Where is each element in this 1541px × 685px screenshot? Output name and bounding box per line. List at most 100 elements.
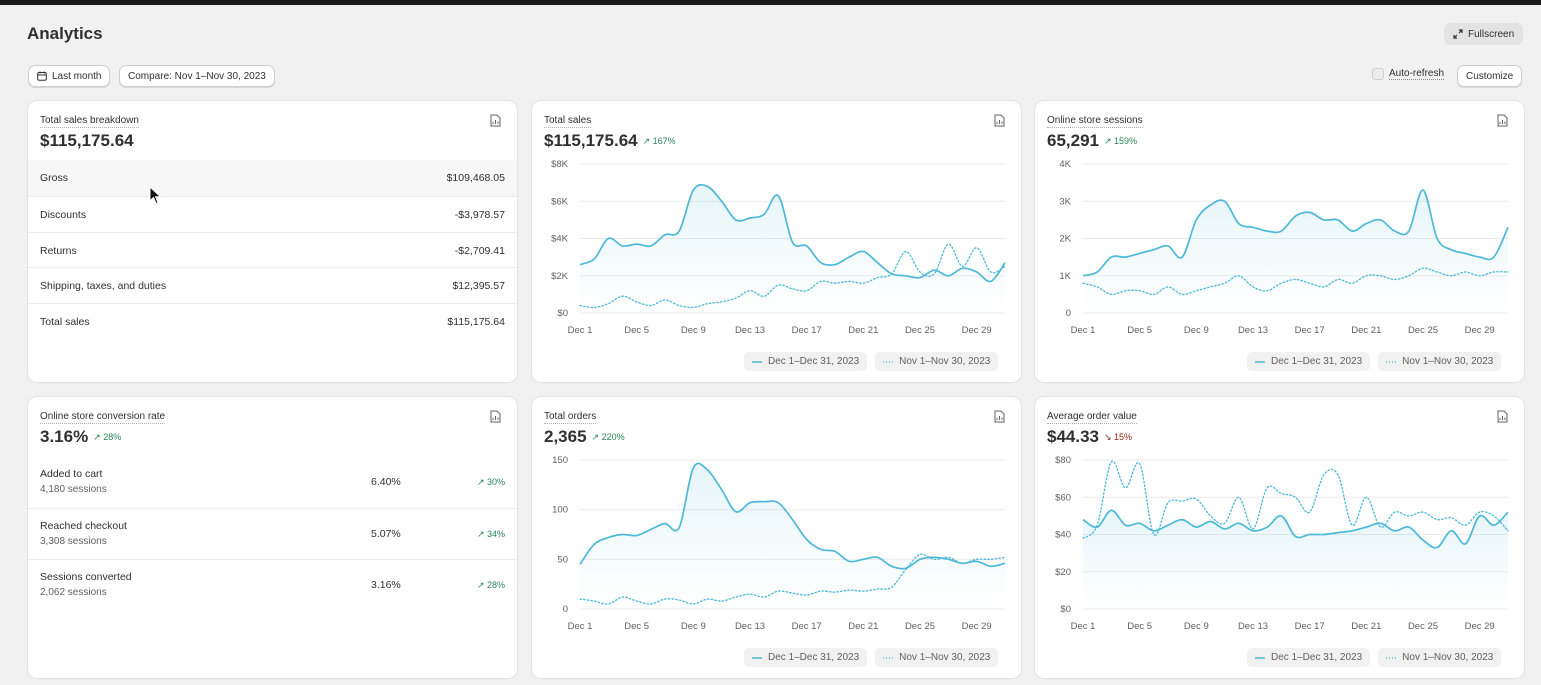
dotted-line-icon: [883, 656, 894, 659]
legend-item-previous[interactable]: Nov 1–Nov 30, 2023: [875, 648, 999, 667]
value-text: 3.16%: [40, 427, 89, 446]
auto-refresh-checkbox[interactable]: [1372, 68, 1384, 80]
x-tick-label: Dec 9: [1184, 621, 1209, 632]
legend-label: Dec 1–Dec 31, 2023: [768, 652, 860, 663]
row-value: $12,395.57: [452, 279, 505, 292]
x-tick-label: Dec 25: [905, 621, 935, 632]
x-tick-label: Dec 1: [1071, 325, 1096, 336]
series-line-current: [579, 183, 1006, 283]
x-tick-label: Dec 1: [1071, 621, 1096, 632]
legend-item-current[interactable]: Dec 1–Dec 31, 2023: [1247, 352, 1371, 371]
row-label: Gross: [40, 172, 69, 184]
total-orders-chart[interactable]: 0 50 100 150 Dec 1 Dec 5 Dec 9 Dec 13 Dec 17 Dec …: [532, 397, 1021, 642]
y-tick-label: 4K: [1059, 159, 1071, 170]
legend-item-current[interactable]: Dec 1–Dec 31, 2023: [1247, 648, 1371, 667]
dotted-line-icon: [883, 360, 894, 363]
delta-text: 220%: [601, 432, 625, 443]
legend-label: Nov 1–Nov 30, 2023: [1402, 652, 1494, 663]
fullscreen-button[interactable]: Fullscreen: [1444, 23, 1524, 45]
table-row[interactable]: Returns -$2,709.41: [28, 232, 517, 268]
export-icon[interactable]: [1497, 114, 1508, 127]
chart-legend: Dec 1–Dec 31, 2023 Nov 1–Nov 30, 2023: [1247, 648, 1502, 667]
funnel-row[interactable]: Sessions converted 2,062 sessions 3.16% …: [28, 559, 517, 610]
series-line-previous: [1082, 267, 1509, 296]
x-tick-label: Dec 1: [568, 621, 593, 632]
y-tick-label: $0: [557, 308, 568, 319]
export-icon[interactable]: [1497, 410, 1508, 423]
delta-badge: ↘ 15%: [1104, 432, 1133, 443]
delta-badge: ↗ 159%: [1104, 136, 1138, 147]
x-tick-label: Dec 1: [568, 325, 593, 336]
x-tick-label: Dec 25: [905, 325, 935, 336]
x-tick-label: Dec 13: [735, 621, 765, 632]
x-tick-label: Dec 25: [1408, 325, 1438, 336]
delta-text: 34%: [486, 529, 505, 539]
series-line-current: [1082, 189, 1509, 277]
funnel-row[interactable]: Added to cart 4,180 sessions 6.40% ↗ 30%: [28, 457, 517, 508]
export-icon[interactable]: [994, 114, 1005, 127]
compare-button[interactable]: Compare: Nov 1–Nov 30, 2023: [119, 65, 275, 87]
customize-label: Customize: [1466, 70, 1514, 82]
x-tick-label: Dec 5: [624, 325, 649, 336]
x-tick-label: Dec 9: [681, 325, 706, 336]
legend-item-previous[interactable]: Nov 1–Nov 30, 2023: [1378, 648, 1502, 667]
dotted-line-icon: [1386, 360, 1397, 363]
row-value: -$2,709.41: [454, 244, 505, 257]
sales-breakdown-card: Total sales breakdown $115,175.64 Gross …: [28, 101, 517, 382]
row-delta: ↗ 34%: [476, 529, 505, 539]
x-tick-label: Dec 13: [1238, 325, 1268, 336]
export-icon[interactable]: [490, 410, 501, 423]
row-value: $109,468.05: [446, 172, 505, 184]
x-tick-label: Dec 29: [962, 325, 992, 336]
chart-legend: Dec 1–Dec 31, 2023 Nov 1–Nov 30, 2023: [744, 648, 999, 667]
table-row[interactable]: Discounts -$3,978.57: [28, 196, 517, 232]
series-line-previous: [579, 553, 1006, 605]
y-tick-label: 3K: [1059, 196, 1071, 207]
y-tick-label: $80: [1055, 455, 1071, 466]
legend-item-previous[interactable]: Nov 1–Nov 30, 2023: [1378, 352, 1502, 371]
legend-label: Nov 1–Nov 30, 2023: [899, 356, 991, 367]
aov-card: Average order value $44.33 ↘ 15% $0 $20 $40…: [1035, 397, 1524, 678]
legend-label: Nov 1–Nov 30, 2023: [899, 652, 991, 663]
auto-refresh-toggle[interactable]: Auto-refresh: [1372, 68, 1445, 80]
date-range-button[interactable]: Last month: [28, 65, 111, 87]
table-row[interactable]: Total sales $115,175.64: [28, 303, 517, 339]
y-tick-label: $40: [1055, 530, 1071, 541]
solid-line-icon: [752, 360, 762, 363]
legend-label: Dec 1–Dec 31, 2023: [1271, 652, 1363, 663]
legend-item-previous[interactable]: Nov 1–Nov 30, 2023: [875, 352, 999, 371]
delta-text: 30%: [486, 477, 505, 487]
row-value: $115,175.64: [447, 315, 505, 328]
table-row[interactable]: Gross $109,468.05: [28, 160, 517, 196]
top-bar: [0, 0, 1541, 5]
table-row[interactable]: Shipping, taxes, and duties $12,395.57: [28, 267, 517, 303]
total-sales-card: Total sales $115,175.64 ↗ 167% $0 $2K $4K $6…: [532, 101, 1021, 382]
total-orders-card: Total orders 2,365 ↗ 220% 0 50 100 150 Dec 1 D…: [532, 397, 1021, 678]
funnel-row[interactable]: Reached checkout 3,308 sessions 5.07% ↗ …: [28, 508, 517, 559]
aov-chart[interactable]: $0 $20 $40 $60 $80 Dec 1 Dec 5 Dec 9 Dec 13 Dec 1…: [1035, 397, 1524, 642]
date-range-label: Last month: [52, 70, 102, 82]
export-icon[interactable]: [490, 114, 501, 127]
sessions-chart[interactable]: 0 1K 2K 3K 4K Dec 1 Dec 5 Dec 9 Dec 13 Dec 17 Dec …: [1035, 101, 1524, 346]
y-tick-label: $60: [1055, 492, 1071, 503]
delta-badge: ↗ 167%: [642, 136, 676, 147]
conversion-rate-card: Online store conversion rate 3.16% ↗ 28% …: [28, 397, 517, 678]
row-label: Sessions converted: [40, 571, 132, 583]
row-sessions: 3,308 sessions: [40, 536, 107, 547]
export-icon[interactable]: [994, 410, 1005, 423]
card-value: 65,291 ↗ 159%: [1047, 131, 1137, 151]
row-percent: 6.40%: [371, 476, 401, 488]
total-sales-chart[interactable]: $0 $2K $4K $6K $8K Dec 1 Dec 5 Dec 9 Dec 13 Dec 1…: [532, 101, 1021, 346]
value-text: 2,365: [544, 427, 587, 446]
chart-legend: Dec 1–Dec 31, 2023 Nov 1–Nov 30, 2023: [744, 352, 999, 371]
legend-item-current[interactable]: Dec 1–Dec 31, 2023: [744, 648, 868, 667]
fullscreen-label: Fullscreen: [1468, 28, 1515, 40]
legend-item-current[interactable]: Dec 1–Dec 31, 2023: [744, 352, 868, 371]
y-tick-label: 150: [552, 455, 568, 466]
series-area: [580, 184, 1005, 313]
delta-text: 15%: [1114, 432, 1133, 443]
customize-button[interactable]: Customize: [1457, 65, 1523, 87]
dotted-line-icon: [1386, 656, 1397, 659]
card-value: 3.16% ↗ 28%: [40, 427, 121, 447]
row-percent: 3.16%: [371, 579, 401, 591]
